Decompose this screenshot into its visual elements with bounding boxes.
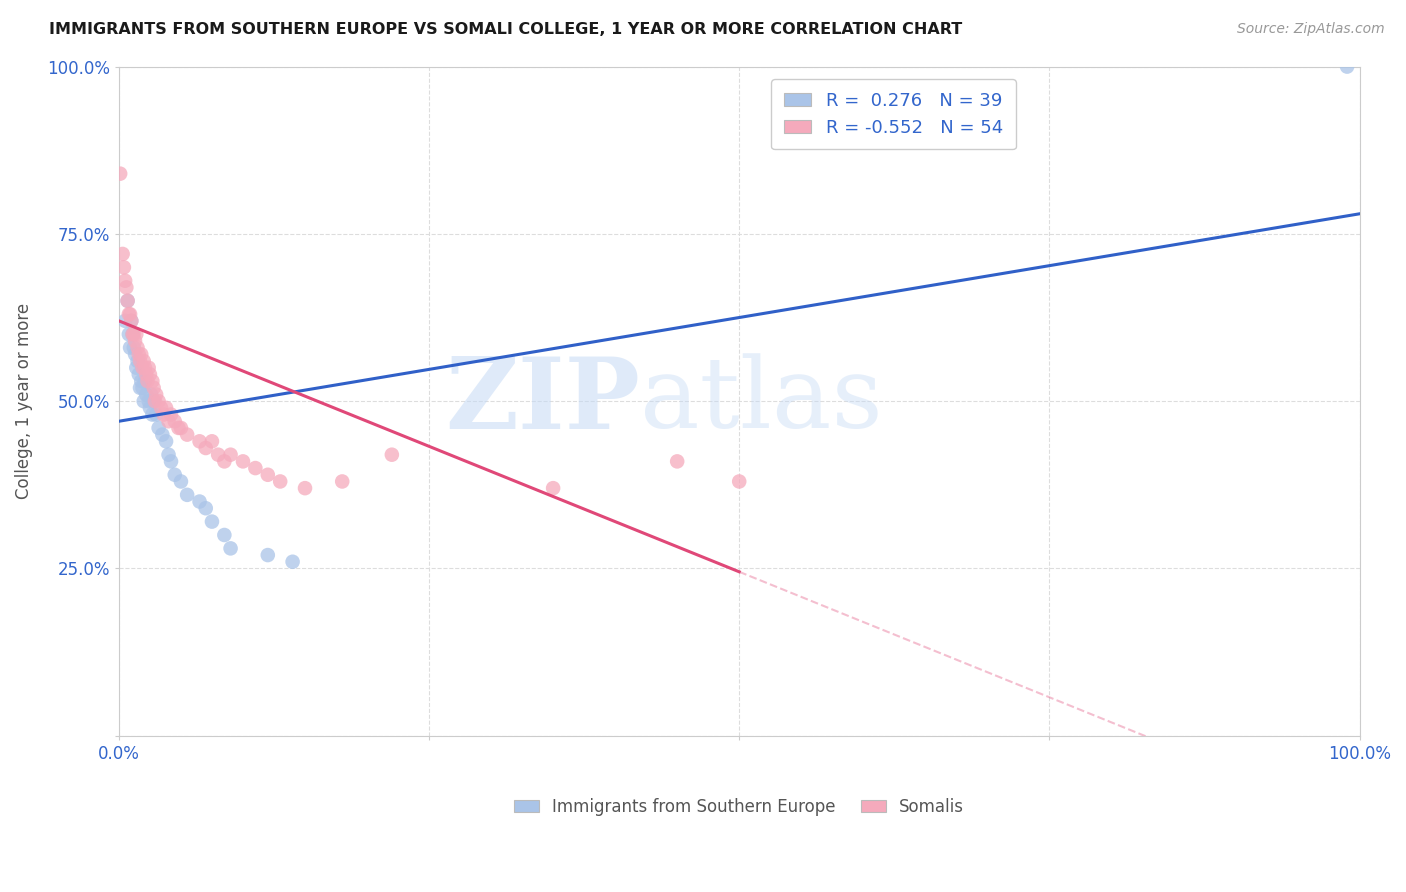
Point [163,414,186,428]
Point [176,488,198,502]
Point [131,360,153,375]
Point [120,314,142,328]
Point [256,548,278,562]
Point [666,454,689,468]
Point [167,421,190,435]
Point [122,341,145,355]
Point [155,434,177,449]
Point [219,541,242,556]
Point [135,387,157,401]
Point [157,448,180,462]
Point [269,475,291,489]
Point [194,441,217,455]
Point [170,475,193,489]
Point [117,293,139,308]
Point [170,421,193,435]
Point [148,394,170,409]
Point [111,247,134,261]
Point [145,387,167,401]
Point [125,327,148,342]
Point [108,167,131,181]
Point [176,427,198,442]
Point [232,454,254,468]
Point [143,394,166,409]
Point [381,448,404,462]
Point [125,360,148,375]
Point [132,394,155,409]
Point [138,360,160,375]
Point [136,374,159,388]
Point [124,347,146,361]
Point [148,421,170,435]
Point [141,374,163,388]
Point [120,341,142,355]
Point [141,408,163,422]
Point [541,481,564,495]
Point [129,381,152,395]
Point [124,334,146,348]
Point [122,327,145,342]
Point [157,414,180,428]
Point [201,434,224,449]
Point [194,501,217,516]
Point [121,327,143,342]
Point [142,394,165,409]
Legend: Immigrants from Southern Europe, Somalis: Immigrants from Southern Europe, Somalis [508,791,972,822]
Point [129,354,152,368]
Text: Source: ZipAtlas.com: Source: ZipAtlas.com [1237,22,1385,37]
Point [1336,60,1358,74]
Point [118,307,141,321]
Point [134,360,156,375]
Point [135,368,157,382]
Point [214,454,236,468]
Point [152,408,174,422]
Point [139,401,162,415]
Point [127,341,149,355]
Point [150,401,173,415]
Point [120,314,142,328]
Point [112,260,135,275]
Point [127,354,149,368]
Point [330,475,353,489]
Point [245,461,267,475]
Point [117,293,139,308]
Point [118,327,141,342]
Point [219,448,242,462]
Point [115,280,138,294]
Point [142,381,165,395]
Point [114,314,136,328]
Text: ZIP: ZIP [446,352,640,450]
Point [281,555,304,569]
Point [256,467,278,482]
Y-axis label: College, 1 year or more: College, 1 year or more [15,303,32,500]
Point [155,401,177,415]
Point [120,307,142,321]
Point [207,448,229,462]
Point [132,354,155,368]
Text: IMMIGRANTS FROM SOUTHERN EUROPE VS SOMALI COLLEGE, 1 YEAR OR MORE CORRELATION CH: IMMIGRANTS FROM SOUTHERN EUROPE VS SOMAL… [49,22,963,37]
Point [145,408,167,422]
Point [121,327,143,342]
Point [138,394,160,409]
Point [150,427,173,442]
Point [160,454,183,468]
Point [214,528,236,542]
Point [141,387,163,401]
Point [131,381,153,395]
Point [201,515,224,529]
Point [114,274,136,288]
Point [139,368,162,382]
Point [160,408,183,422]
Point [163,467,186,482]
Point [188,434,211,449]
Point [294,481,316,495]
Point [128,347,150,361]
Point [134,374,156,388]
Text: atlas: atlas [640,353,883,449]
Point [728,475,751,489]
Point [129,347,152,361]
Point [128,368,150,382]
Point [129,374,152,388]
Point [188,494,211,508]
